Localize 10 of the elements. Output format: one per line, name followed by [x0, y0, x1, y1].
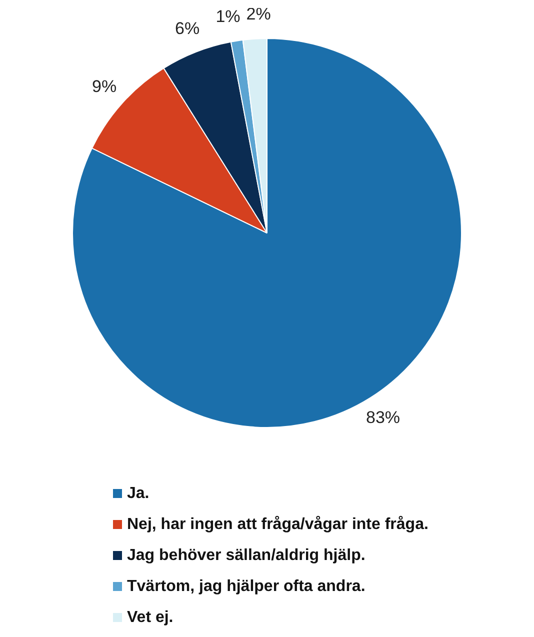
data-label: 9%	[92, 76, 117, 96]
data-label: 83%	[366, 408, 400, 427]
data-label: 6%	[175, 19, 200, 38]
legend-label: Jag behöver sällan/aldrig hjälp.	[127, 546, 366, 564]
data-label: 2%	[246, 4, 271, 24]
legend-label: Vet ej.	[127, 608, 174, 626]
data-label: 1%	[216, 6, 240, 26]
legend-label: Tvärtom, jag hjälper ofta andra.	[127, 578, 366, 596]
legend-label: Nej, har ingen att fråga/vågar inte fråga.	[127, 516, 428, 534]
legend-label: Ja.	[127, 484, 150, 502]
